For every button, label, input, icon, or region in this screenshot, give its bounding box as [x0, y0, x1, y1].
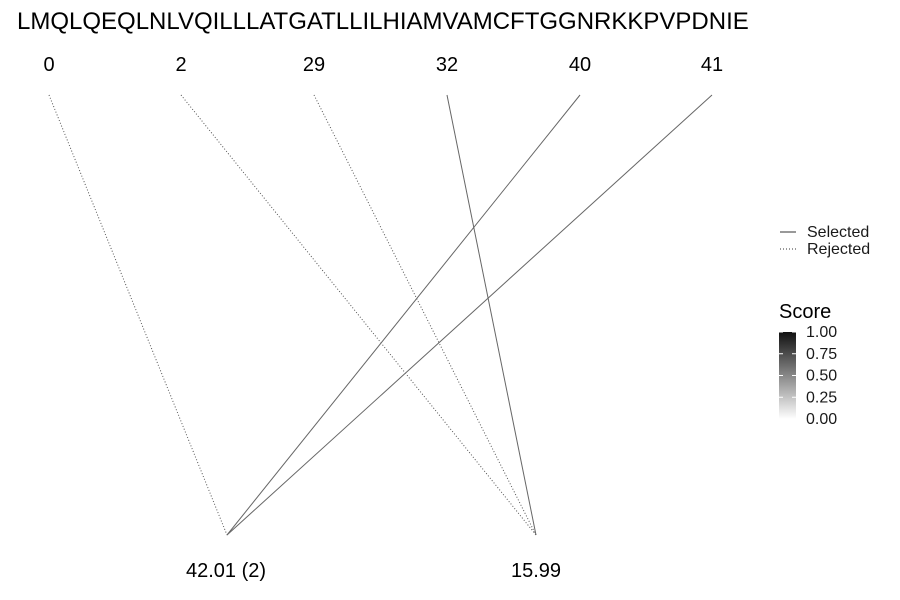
position-label: 40	[569, 54, 591, 76]
sequence-text: LMQLQEQLNLVQILLLATGATLLILHIAMVAMCFTGGNRK…	[17, 8, 749, 35]
selected-link	[446, 94, 537, 536]
legend-selected-label: Selected	[807, 224, 869, 241]
score-tick-label: 0.25	[806, 389, 837, 406]
rejected-link	[313, 94, 537, 536]
position-label: 32	[436, 54, 458, 76]
legend-rejected-label: Rejected	[807, 241, 870, 258]
bottom-labels: 42.01 (2) 15.99	[186, 560, 561, 582]
rejected-link	[48, 94, 228, 536]
bottom-label: 42.01 (2)	[186, 560, 266, 582]
score-colorbar	[779, 332, 796, 419]
position-label: 0	[43, 54, 54, 76]
selected-link	[226, 94, 713, 536]
score-legend: Score 1.00 0.75 0.50 0.25 0.00	[779, 301, 837, 428]
links-group	[48, 94, 713, 536]
selected-link	[226, 94, 581, 536]
position-label: 41	[701, 54, 723, 76]
rejected-link	[180, 94, 537, 536]
score-tick-label: 0.75	[806, 346, 837, 363]
line-type-legend: Selected Rejected	[780, 224, 870, 258]
score-legend-title: Score	[779, 301, 831, 323]
position-label: 29	[303, 54, 325, 76]
score-tick-label: 1.00	[806, 324, 837, 341]
position-label: 2	[175, 54, 186, 76]
score-tick-label: 0.50	[806, 368, 837, 385]
bottom-label: 15.99	[511, 560, 561, 582]
score-tick-label: 0.00	[806, 411, 837, 428]
position-labels: 0 2 29 32 40 41	[43, 54, 723, 76]
score-ticks: 1.00 0.75 0.50 0.25 0.00	[779, 324, 837, 428]
